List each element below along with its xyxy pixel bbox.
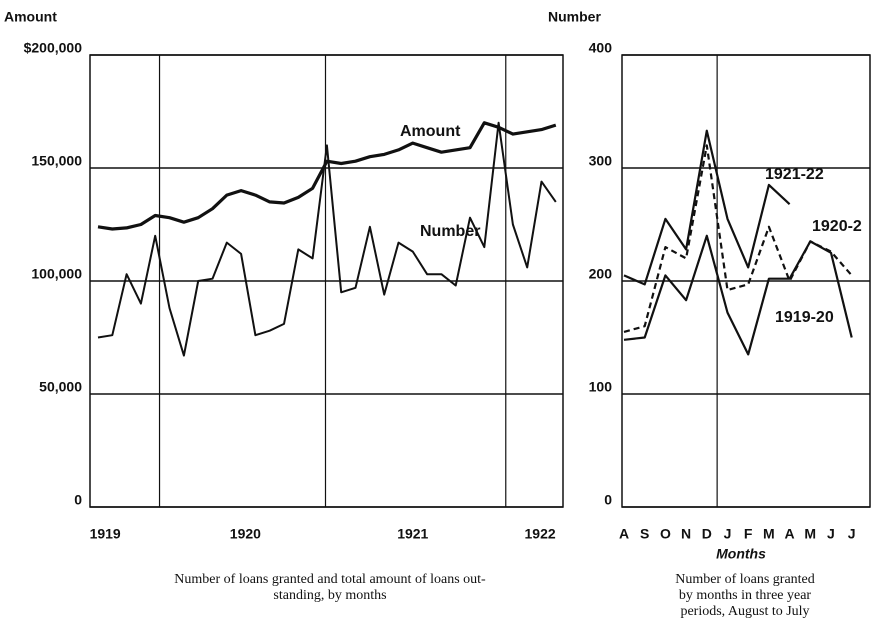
- y-tick-label: 200: [589, 266, 613, 282]
- x-axis-label: Months: [716, 546, 766, 562]
- series-label: 1919-20: [775, 309, 834, 326]
- x-tick-label: J: [724, 526, 732, 542]
- y-axis-label: Number: [548, 9, 601, 25]
- x-tick-label: O: [660, 526, 671, 542]
- series-label: 1920-2: [812, 218, 862, 235]
- y-tick-label: 100: [589, 379, 613, 395]
- y-axis-label: Amount: [4, 9, 57, 25]
- caption: standing, by months: [273, 588, 386, 603]
- x-tick-label: 1922: [525, 526, 556, 542]
- x-tick-label: 1920: [230, 526, 261, 542]
- caption: periods, August to July: [680, 604, 809, 619]
- series-line: [623, 129, 791, 286]
- series-label: Number: [420, 223, 480, 240]
- x-tick-label: J: [827, 526, 835, 542]
- caption: Number of loans granted and total amount…: [174, 572, 486, 587]
- x-tick-label: S: [640, 526, 649, 542]
- caption: by months in three year: [679, 588, 812, 603]
- x-tick-label: M: [763, 526, 775, 542]
- y-tick-label: 100,000: [31, 266, 82, 282]
- y-tick-label: 150,000: [31, 153, 82, 169]
- x-tick-label: A: [785, 526, 795, 542]
- series-label: Amount: [400, 123, 461, 140]
- series-line: [97, 121, 557, 231]
- y-tick-label: 400: [589, 40, 613, 56]
- y-tick-label: 50,000: [39, 379, 82, 395]
- x-tick-label: J: [848, 526, 856, 542]
- series-line: [623, 234, 853, 356]
- x-tick-label: D: [702, 526, 712, 542]
- x-tick-label: F: [744, 526, 753, 542]
- y-tick-label: $200,000: [24, 40, 83, 56]
- x-tick-label: A: [619, 526, 629, 542]
- y-tick-label: 300: [589, 153, 613, 169]
- caption: Number of loans granted: [675, 572, 815, 587]
- x-tick-label: 1921: [397, 526, 428, 542]
- y-tick-label: 0: [74, 492, 82, 508]
- x-tick-label: M: [804, 526, 816, 542]
- series-label: 1921-22: [765, 166, 824, 183]
- x-tick-label: N: [681, 526, 691, 542]
- y-tick-label: 0: [604, 492, 612, 508]
- x-tick-label: 1919: [90, 526, 121, 542]
- series-line: [97, 121, 557, 357]
